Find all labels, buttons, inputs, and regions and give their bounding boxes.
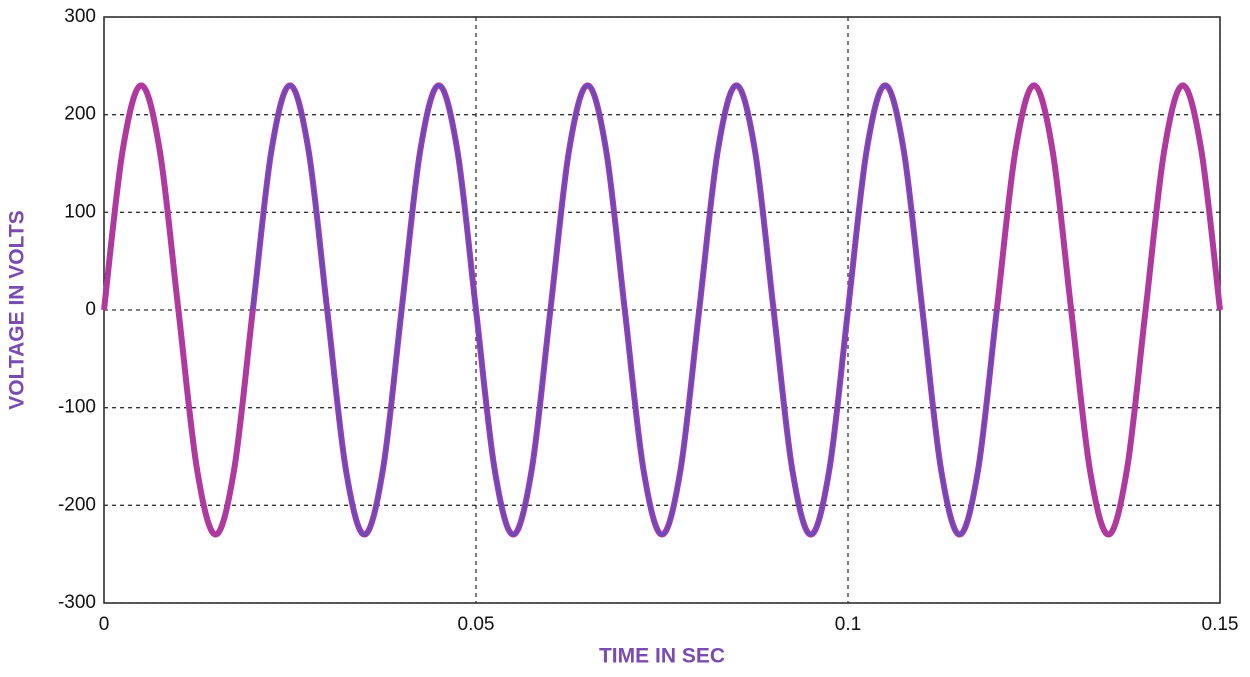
y-tick-label: 100 — [64, 201, 96, 222]
y-tick-label: 300 — [64, 6, 96, 27]
x-tick-label: 0.1 — [835, 614, 861, 635]
y-tick-label: -300 — [58, 592, 96, 613]
y-tick-label: 200 — [64, 104, 96, 125]
y-tick-label: -100 — [58, 397, 96, 418]
x-axis-label: TIME IN SEC — [599, 645, 725, 668]
x-tick-label: 0.15 — [1202, 614, 1239, 635]
x-tick-label: 0.05 — [458, 614, 495, 635]
x-tick-label: 0 — [99, 614, 110, 635]
y-axis-label: VOLTAGE IN VOLTS — [6, 210, 29, 410]
data-line — [251, 83, 999, 537]
y-tick-label: -200 — [58, 494, 96, 515]
y-tick-label: 0 — [85, 299, 96, 320]
plot-area — [103, 16, 1221, 604]
